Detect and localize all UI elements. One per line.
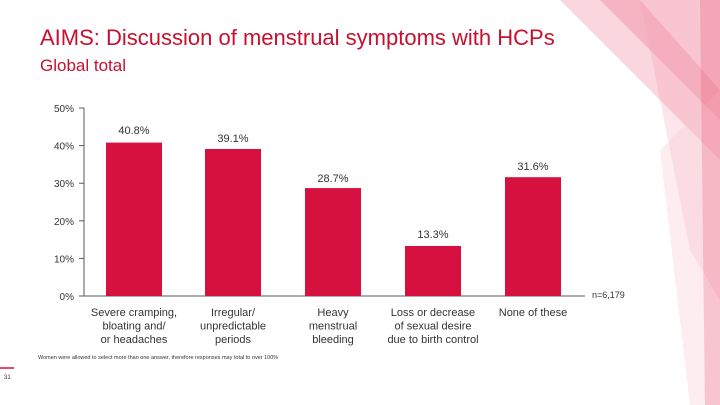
category-label-line: menstrual: [309, 321, 357, 333]
y-tick-label: 0%: [60, 292, 75, 303]
page-subtitle: Global total: [40, 56, 126, 75]
bar: [106, 142, 162, 296]
deco-shape-5: [700, 0, 720, 405]
page-number-marker: [0, 367, 14, 369]
deco-shape-3: [560, 0, 720, 160]
data-label: 40.8%: [118, 125, 149, 137]
deco-shape-2: [640, 0, 720, 300]
category-label: Heavy menstrual bleeding: [309, 307, 357, 346]
category-label-line: Heavy: [317, 307, 349, 319]
bar: [205, 148, 261, 296]
category-label-line: bleeding: [312, 334, 354, 346]
category-label: Severe cramping, bloating and/or headache…: [91, 307, 177, 346]
page-number: 31: [4, 375, 11, 381]
y-tick-label: 40%: [54, 142, 74, 153]
category-label: Loss or decrease of sexual desire due to b…: [387, 307, 478, 346]
page-title: AIMS: Discussion of menstrual symptoms w…: [40, 25, 555, 50]
y-tick-label: 50%: [54, 104, 74, 115]
data-label: 39.1%: [217, 133, 248, 145]
y-tick-label: 10%: [54, 254, 74, 265]
category-label-line: Irregular/: [211, 307, 256, 319]
category-label-line: or headaches: [101, 334, 168, 346]
category-label-line: of sexual desire: [394, 321, 471, 333]
category-label: None of these: [499, 307, 568, 319]
deco-shape-4: [660, 90, 720, 405]
data-label: 31.6%: [517, 161, 548, 173]
category-label-line: unpredictable: [200, 321, 266, 333]
bar: [305, 188, 361, 296]
category-label: Irregular/unpredictable periods: [200, 307, 266, 346]
bar: [405, 245, 461, 296]
category-label-line: due to birth control: [387, 334, 478, 346]
data-label: 13.3%: [417, 229, 448, 241]
category-label-line: Severe cramping,: [91, 307, 177, 319]
category-label-line: Loss or decrease: [391, 307, 475, 319]
data-label: 28.7%: [317, 173, 348, 185]
category-label-line: periods: [215, 334, 252, 346]
sample-size-label: n=6,179: [592, 290, 625, 300]
category-label-line: bloating and/: [103, 321, 167, 333]
y-tick-label: 20%: [54, 217, 74, 228]
deco-shape-1: [600, 0, 720, 120]
bar: [505, 177, 561, 296]
category-label-line: None of these: [499, 307, 568, 319]
footnote: Women were allowed to select more than o…: [38, 355, 279, 361]
y-tick-label: 30%: [54, 179, 74, 190]
